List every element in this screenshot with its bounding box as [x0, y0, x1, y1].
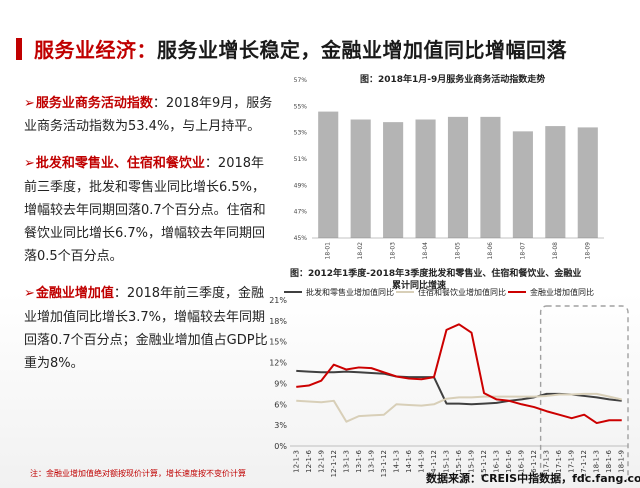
title-main: 服务业增长稳定，金融业增加值同比增幅回落: [157, 38, 567, 62]
data-source: 数据来源：CREIS中指数据，fdc.fang.com: [426, 472, 640, 485]
section-finance: ➢金融业增加值：2018年前三季度，金融业增加值同比增长3.7%，增幅较去年同期…: [24, 282, 274, 375]
bar: [512, 131, 533, 238]
x-tick-label: 12-1-9: [317, 450, 325, 473]
y-tick-label: 53%: [294, 130, 308, 137]
x-tick-label: 13-1-12: [380, 450, 388, 477]
series-line: [296, 323, 622, 425]
x-tick-label: 17-1-9: [568, 450, 576, 473]
section-heading: 服务业商务活动指数: [35, 96, 153, 111]
legend-label: 住宿和餐饮业增加值同比: [418, 287, 506, 297]
y-tick-label: 47%: [294, 209, 308, 216]
y-tick-label: 18%: [269, 317, 287, 326]
x-tick-label: 18-06: [487, 242, 494, 260]
line-chart-title-line2: 累计同比增速: [392, 281, 447, 291]
section-body: ：2018年前三季度，金融业增加值同比增长3.7%，增幅较去年同期回落0.7个百…: [24, 286, 268, 372]
section-service-index: ➢服务业商务活动指数：2018年9月，服务业商务活动指数为53.4%，与上月持平…: [24, 92, 274, 138]
section-heading: 批发和零售业、住宿和餐饮业: [35, 156, 205, 172]
x-tick-label: 18-05: [455, 242, 462, 260]
x-tick-label: 18-03: [390, 242, 397, 260]
y-tick-label: 9%: [274, 379, 287, 388]
x-tick-label: 12-1-3: [292, 450, 300, 473]
section-body: ：2018年9月，服务业商务活动指数为53.4%，与上月持平。: [24, 96, 273, 135]
x-tick-label: 14-1-6: [405, 449, 413, 472]
series-line: [296, 369, 622, 406]
bar: [577, 127, 598, 238]
x-tick-label: 18-08: [552, 242, 559, 260]
x-tick-label: 16-1-6: [505, 449, 513, 472]
arrow-bullet-icon: ➢: [24, 286, 35, 302]
x-tick-label: 14-1-3: [392, 450, 400, 473]
x-tick-label: 12-1-6: [305, 449, 313, 472]
title-prefix: 服务业经济：: [34, 38, 157, 62]
bar: [318, 111, 339, 238]
section-body: ：2018年前三季度，批发和零售业同比增长6.5%，增幅较去年同期回落0.7个百…: [24, 156, 266, 265]
x-tick-label: 13-1-9: [367, 450, 375, 473]
line-chart-title-line1: 图：2012年1季度-2018年3季度批发和零售业、住宿和餐饮业、金融业: [290, 269, 582, 279]
x-tick-label: 12-1-12: [330, 450, 338, 477]
arrow-bullet-icon: ➢: [24, 96, 35, 111]
x-tick-label: 17-1-6: [555, 449, 563, 472]
x-tick-label: 16-1-3: [493, 450, 501, 473]
y-tick-label: 21%: [269, 296, 287, 305]
bar-chart-title: 图：2018年1月-9月服务业商务活动指数走势: [360, 75, 546, 85]
x-tick-label: 18-1-3: [593, 450, 601, 473]
page-title: 服务业经济：服务业增长稳定，金融业增加值同比增幅回落: [34, 34, 567, 63]
x-tick-label: 18-1-6: [605, 449, 613, 472]
x-tick-label: 14-1-12: [430, 450, 438, 477]
y-tick-label: 15%: [269, 338, 287, 347]
x-tick-label: 15-1-3: [442, 450, 450, 473]
arrow-bullet-icon: ➢: [24, 156, 35, 172]
bar: [447, 116, 469, 238]
x-tick-label: 15-1-9: [468, 450, 476, 473]
x-tick-label: 18-09: [584, 242, 591, 260]
x-tick-label: 18-01: [325, 242, 332, 260]
x-tick-label: 14-1-9: [417, 450, 425, 473]
x-tick-label: 18-04: [422, 242, 429, 260]
x-tick-label: 13-1-3: [342, 450, 350, 473]
series-line: [296, 392, 622, 423]
footnote: 注：金融业增加值绝对额按现价计算，增长速度按不变价计算: [30, 469, 246, 478]
section-heading: 金融业增加值: [35, 286, 114, 302]
y-tick-label: 0%: [274, 442, 287, 451]
bar: [415, 119, 436, 238]
x-tick-label: 17-1-3: [543, 450, 551, 473]
x-tick-label: 17-1-12: [580, 450, 588, 477]
bar: [350, 119, 371, 238]
bar: [545, 126, 566, 238]
line-chart: 0% 3% 6% 9% 12% 15% 18% 21% 12-1-3 12-1-6 12-1-9 12…: [269, 287, 629, 480]
legend-label: 金融业增加值同比: [530, 287, 594, 297]
y-tick-label: 51%: [294, 156, 308, 163]
x-tick-label: 16-1-9: [518, 450, 526, 473]
y-tick-label: 12%: [269, 359, 287, 368]
y-tick-label: 3%: [274, 421, 287, 430]
x-tick-label: 18-02: [357, 242, 364, 260]
x-tick-label: 13-1-6: [355, 449, 363, 472]
x-tick-label: 15-1-12: [480, 450, 488, 477]
y-tick-label: 45%: [294, 235, 308, 242]
x-tick-label: 15-1-6: [455, 449, 463, 472]
title-accent-bar: [16, 38, 22, 60]
bar: [383, 122, 404, 238]
section-retail-catering: ➢批发和零售业、住宿和餐饮业：2018年前三季度，批发和零售业同比增长6.5%，…: [24, 152, 274, 268]
x-tick-label: 18-07: [519, 242, 526, 260]
bar-chart: 45% 47% 49% 51% 53% 55% 57% 18-01 18-02 18-03 18-0…: [294, 77, 604, 260]
x-tick-label: 16-1-12: [530, 450, 538, 477]
text-panel: ➢服务业商务活动指数：2018年9月，服务业商务活动指数为53.4%，与上月持平…: [24, 92, 274, 389]
y-tick-label: 57%: [294, 77, 308, 84]
y-tick-label: 55%: [294, 103, 308, 110]
legend-label: 批发和零售业增加值同比: [306, 287, 394, 297]
x-tick-label: 18-1-9: [618, 450, 626, 473]
y-tick-label: 49%: [294, 182, 308, 189]
bar: [480, 116, 501, 238]
highlight-box: [539, 305, 629, 480]
y-tick-label: 6%: [274, 400, 287, 409]
